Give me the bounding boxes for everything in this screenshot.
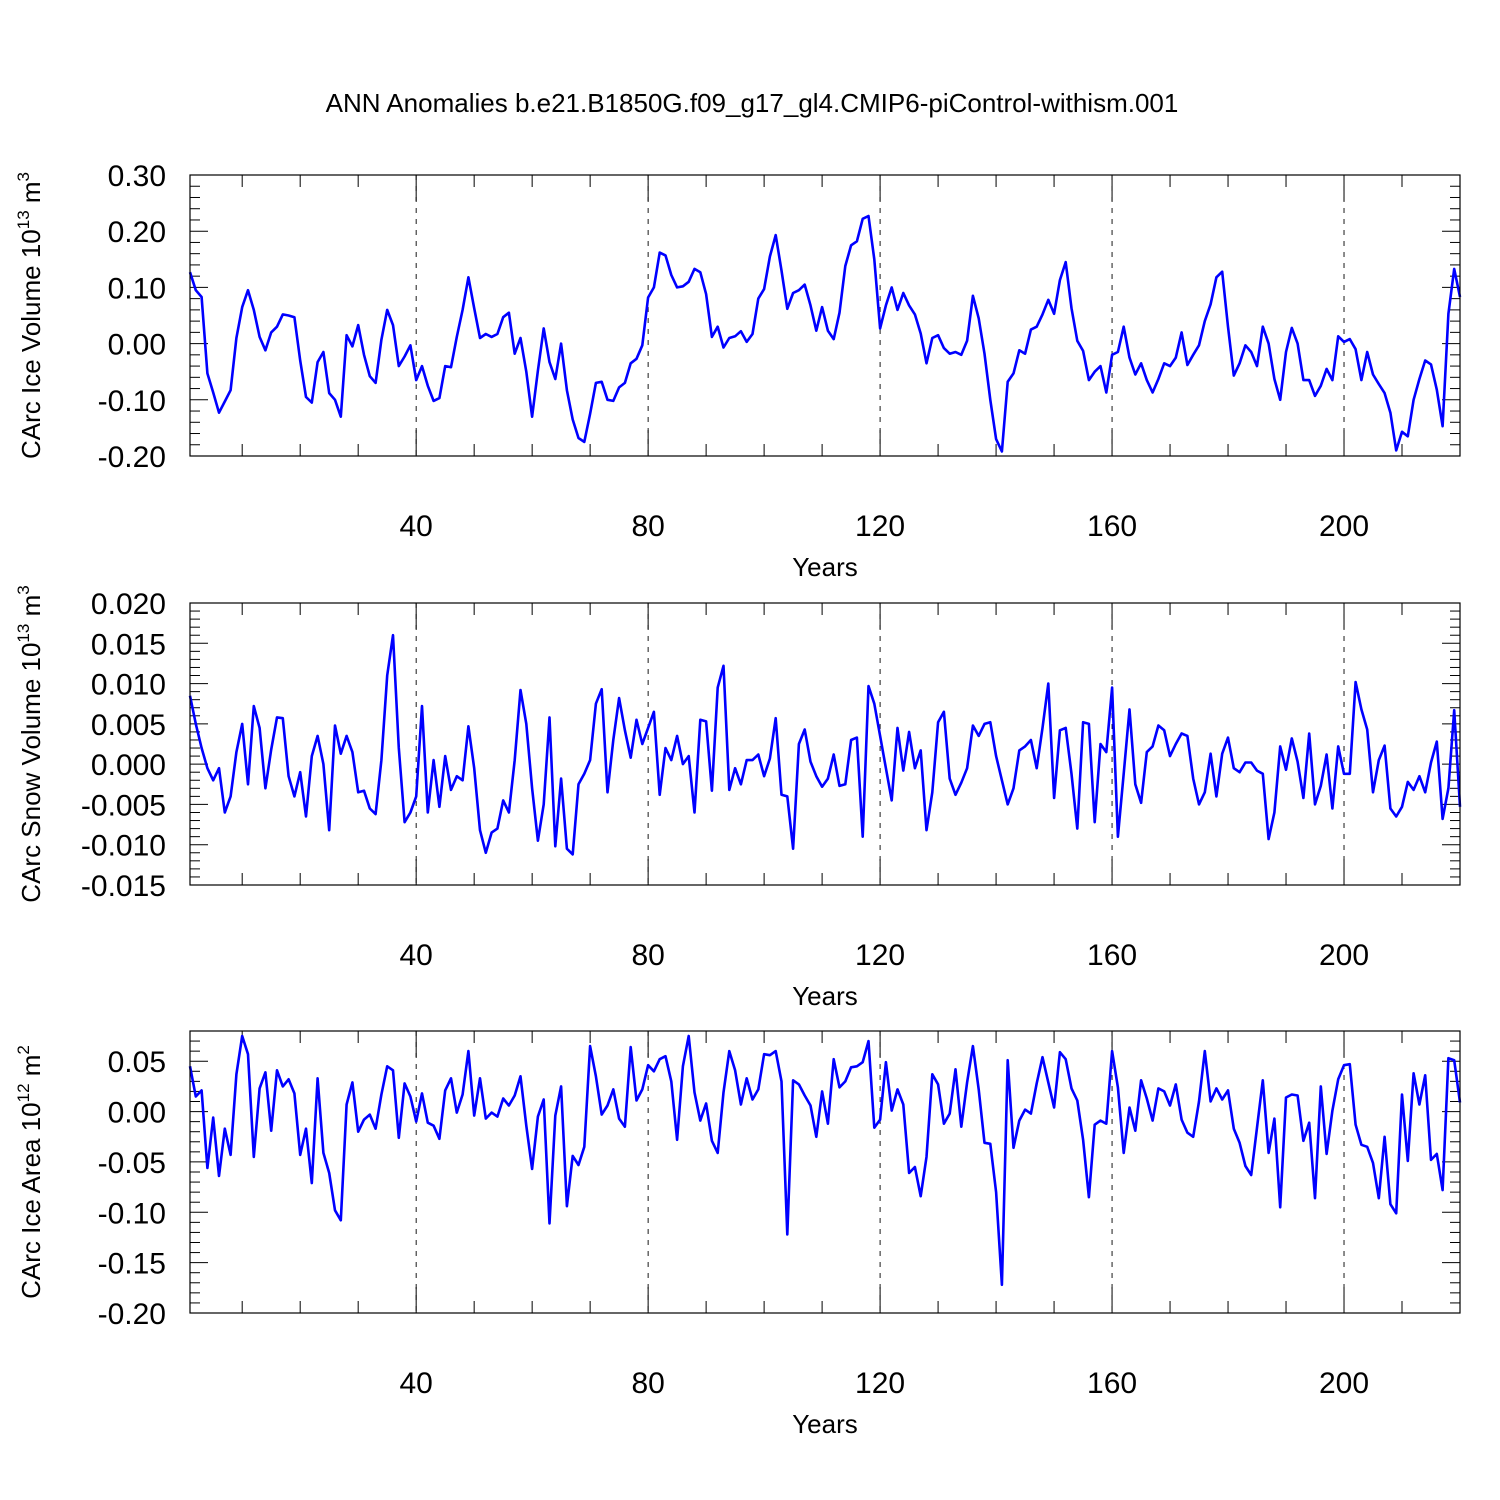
panel-ice-area: -0.20 -0.15 -0.10 -0.05 0.00 0.05 40 80 120 160 20… [14, 1030, 1462, 1439]
x-axis-title: Years [792, 552, 858, 582]
x-tick-label: 200 [1319, 1367, 1369, 1400]
y-tick-label: 0.000 [91, 749, 166, 782]
x-tick-label: 40 [399, 1367, 432, 1400]
y-tick-label: -0.20 [98, 441, 166, 474]
x-tick-label: 160 [1087, 1367, 1137, 1400]
y-tick-label: 0.005 [91, 709, 166, 742]
x-tick-label: 80 [631, 510, 664, 543]
y-tick-label: 0.20 [108, 216, 166, 249]
y-axis-title: CArc Snow Volume 1013 m3 [14, 585, 46, 902]
y-tick-label: -0.010 [81, 830, 166, 863]
y-axis-title: CArc Ice Area 1012 m2 [14, 1045, 46, 1299]
panel-snow-volume: -0.015 -0.010 -0.005 0.000 0.005 0.010 0.015 0.… [14, 585, 1462, 1011]
y-tick-label: 0.015 [91, 628, 166, 661]
series-line [188, 633, 1462, 856]
x-tick-label: 200 [1319, 510, 1369, 543]
y-tick-label: -0.005 [81, 789, 166, 822]
y-tick-label: 0.00 [108, 1097, 166, 1130]
x-tick-label: 120 [855, 939, 905, 972]
x-axis-title: Years [792, 981, 858, 1011]
panel-ice-volume: -0.20 -0.10 0.00 0.10 0.20 0.30 40 80 120 160 200 Y… [14, 160, 1462, 582]
y-axis-title: CArc Ice Volume 1013 m3 [14, 172, 46, 459]
x-tick-label: 40 [399, 510, 432, 543]
y-tick-label: -0.05 [98, 1147, 166, 1180]
figure-title: ANN Anomalies b.e21.B1850G.f09_g17_gl4.C… [326, 88, 1179, 118]
series-line [188, 214, 1462, 453]
x-tick-label: 200 [1319, 939, 1369, 972]
y-tick-label: -0.10 [98, 1197, 166, 1230]
plot-frame [189, 602, 1461, 886]
plot-frame [189, 1030, 1461, 1314]
x-tick-label: 120 [855, 1367, 905, 1400]
x-tick-label: 160 [1087, 510, 1137, 543]
y-tick-label: 0.05 [108, 1046, 166, 1079]
y-tick-label: 0.020 [91, 588, 166, 621]
x-tick-label: 120 [855, 510, 905, 543]
y-tick-label: 0.30 [108, 160, 166, 193]
y-tick-label: 0.00 [108, 329, 166, 362]
x-tick-label: 40 [399, 939, 432, 972]
x-tick-label: 160 [1087, 939, 1137, 972]
y-tick-label: -0.15 [98, 1248, 166, 1281]
y-tick-label: 0.010 [91, 669, 166, 702]
x-tick-label: 80 [631, 939, 664, 972]
plot-frame [189, 174, 1461, 457]
y-tick-label: 0.10 [108, 272, 166, 305]
x-tick-label: 80 [631, 1367, 664, 1400]
series-line [188, 1034, 1462, 1287]
y-tick-label: -0.10 [98, 385, 166, 418]
x-axis-title: Years [792, 1409, 858, 1439]
y-tick-label: -0.015 [81, 870, 166, 903]
y-tick-label: -0.20 [98, 1298, 166, 1331]
